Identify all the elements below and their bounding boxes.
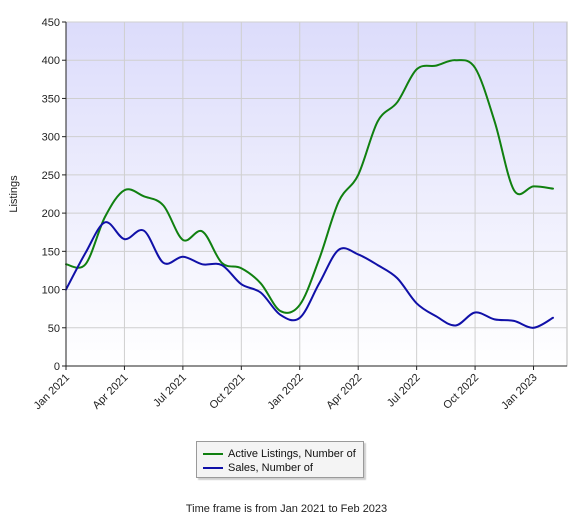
plot-area	[65, 21, 568, 367]
y-tick-label: 100	[42, 285, 60, 297]
x-tick-label: Apr 2022	[324, 372, 364, 412]
x-tick-label: Oct 2021	[207, 372, 247, 412]
legend-swatch-sales	[203, 467, 223, 469]
y-tick-label: 400	[42, 55, 60, 67]
series-line-active-listings	[65, 59, 554, 314]
y-tick-label: 200	[42, 208, 60, 220]
x-tick-label: Jul 2021	[151, 372, 189, 410]
legend-item-active-listings: Active Listings, Number of	[203, 447, 356, 461]
y-tick-label: 300	[42, 132, 60, 144]
series-line-sales	[65, 221, 554, 329]
y-tick-label: 250	[42, 170, 60, 182]
y-tick-label: 350	[42, 93, 60, 105]
legend-swatch-active-listings	[203, 453, 223, 455]
x-tick-label: Jan 2023	[499, 372, 539, 412]
legend-label-sales: Sales, Number of	[228, 462, 313, 474]
x-tick-label: Jul 2022	[385, 372, 423, 410]
y-tick-label: 0	[54, 361, 60, 373]
x-tick-label: Jan 2021	[32, 372, 72, 412]
chart-legend: Active Listings, Number of Sales, Number…	[196, 441, 364, 478]
x-tick-label: Jan 2022	[265, 372, 305, 412]
y-axis-title: Listings	[8, 175, 20, 213]
y-tick-label: 150	[42, 246, 60, 258]
legend-label-active-listings: Active Listings, Number of	[228, 448, 356, 460]
x-tick-label: Oct 2022	[441, 372, 481, 412]
y-tick-label: 450	[42, 17, 60, 29]
y-tick-label: 50	[48, 323, 60, 335]
legend-item-sales: Sales, Number of	[203, 461, 313, 475]
time-frame-note: Time frame is from Jan 2021 to Feb 2023	[185, 503, 388, 515]
line-chart: 0 50 100 150 200 250 300 350 400 450 Jan 2021 Apr …	[8, 17, 568, 412]
x-tick-label: Apr 2021	[90, 372, 130, 412]
